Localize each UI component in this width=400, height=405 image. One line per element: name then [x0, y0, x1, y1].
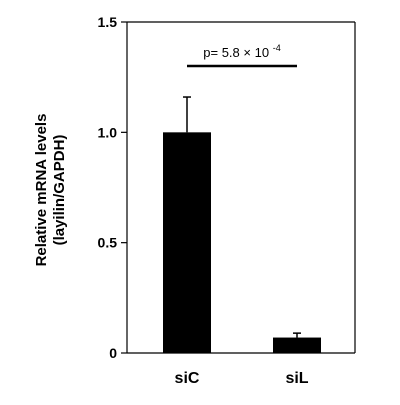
y-ticks: 0 0.5 1.0 1.5	[98, 14, 127, 361]
y-tick-label: 0.5	[98, 235, 118, 251]
category-label-siC: siC	[175, 370, 200, 387]
p-value-text: p= 5.8	[203, 45, 240, 60]
y-tick-label: 0	[109, 345, 117, 361]
y-tick-label: 1.5	[98, 14, 118, 30]
y-axis-title: Relative mRNA levels (layilin/GAPDH)	[33, 114, 68, 267]
category-labels: siC siL	[175, 370, 309, 387]
bar-siL	[273, 337, 321, 353]
bars	[163, 96, 321, 353]
bar-siC	[163, 132, 211, 353]
p-value-times: ×	[243, 45, 251, 60]
y-axis-title-line2: (layilin/GAPDH)	[51, 135, 68, 246]
y-axis-title-line1: Relative mRNA levels	[33, 114, 50, 267]
y-tick-label: 1.0	[98, 124, 118, 140]
category-label-siL: siL	[285, 370, 308, 387]
p-value-base: 10	[255, 45, 269, 60]
p-value-exponent: -4	[273, 43, 281, 53]
p-value-annotation: p= 5.8 × 10 -4	[203, 43, 280, 60]
